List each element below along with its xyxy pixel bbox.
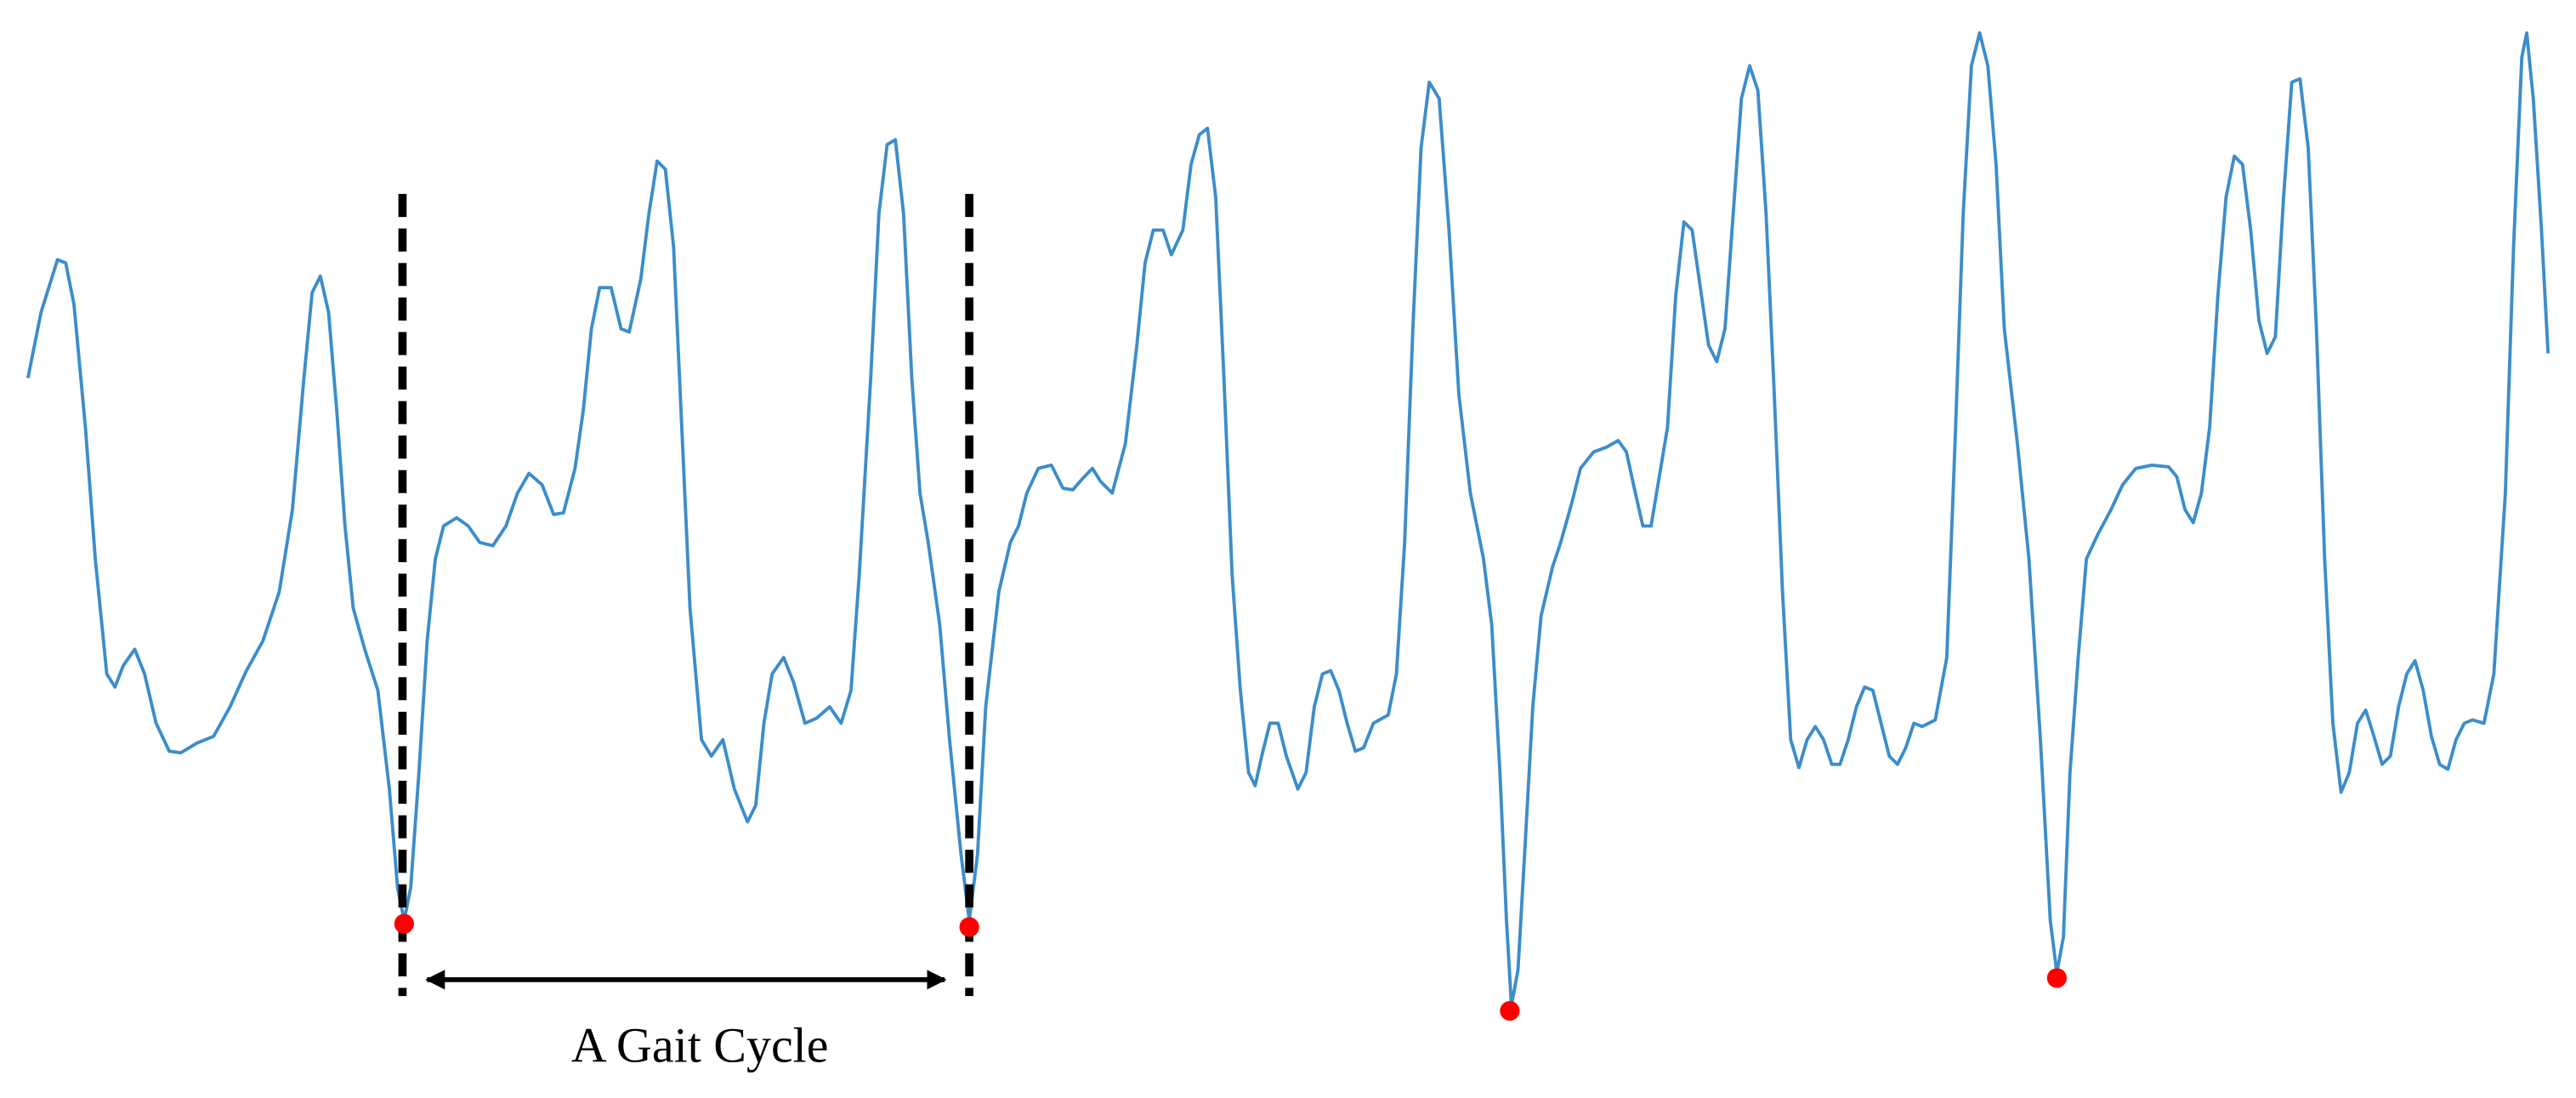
gait-signal: [26, 31, 2550, 1008]
heel-strike-point: [2046, 968, 2067, 988]
heel-strike-point: [1500, 1000, 1520, 1021]
heel-strike-point: [394, 913, 414, 934]
heel-strike-point: [959, 917, 979, 937]
cycle-label: A Gait Cycle: [571, 1017, 829, 1072]
